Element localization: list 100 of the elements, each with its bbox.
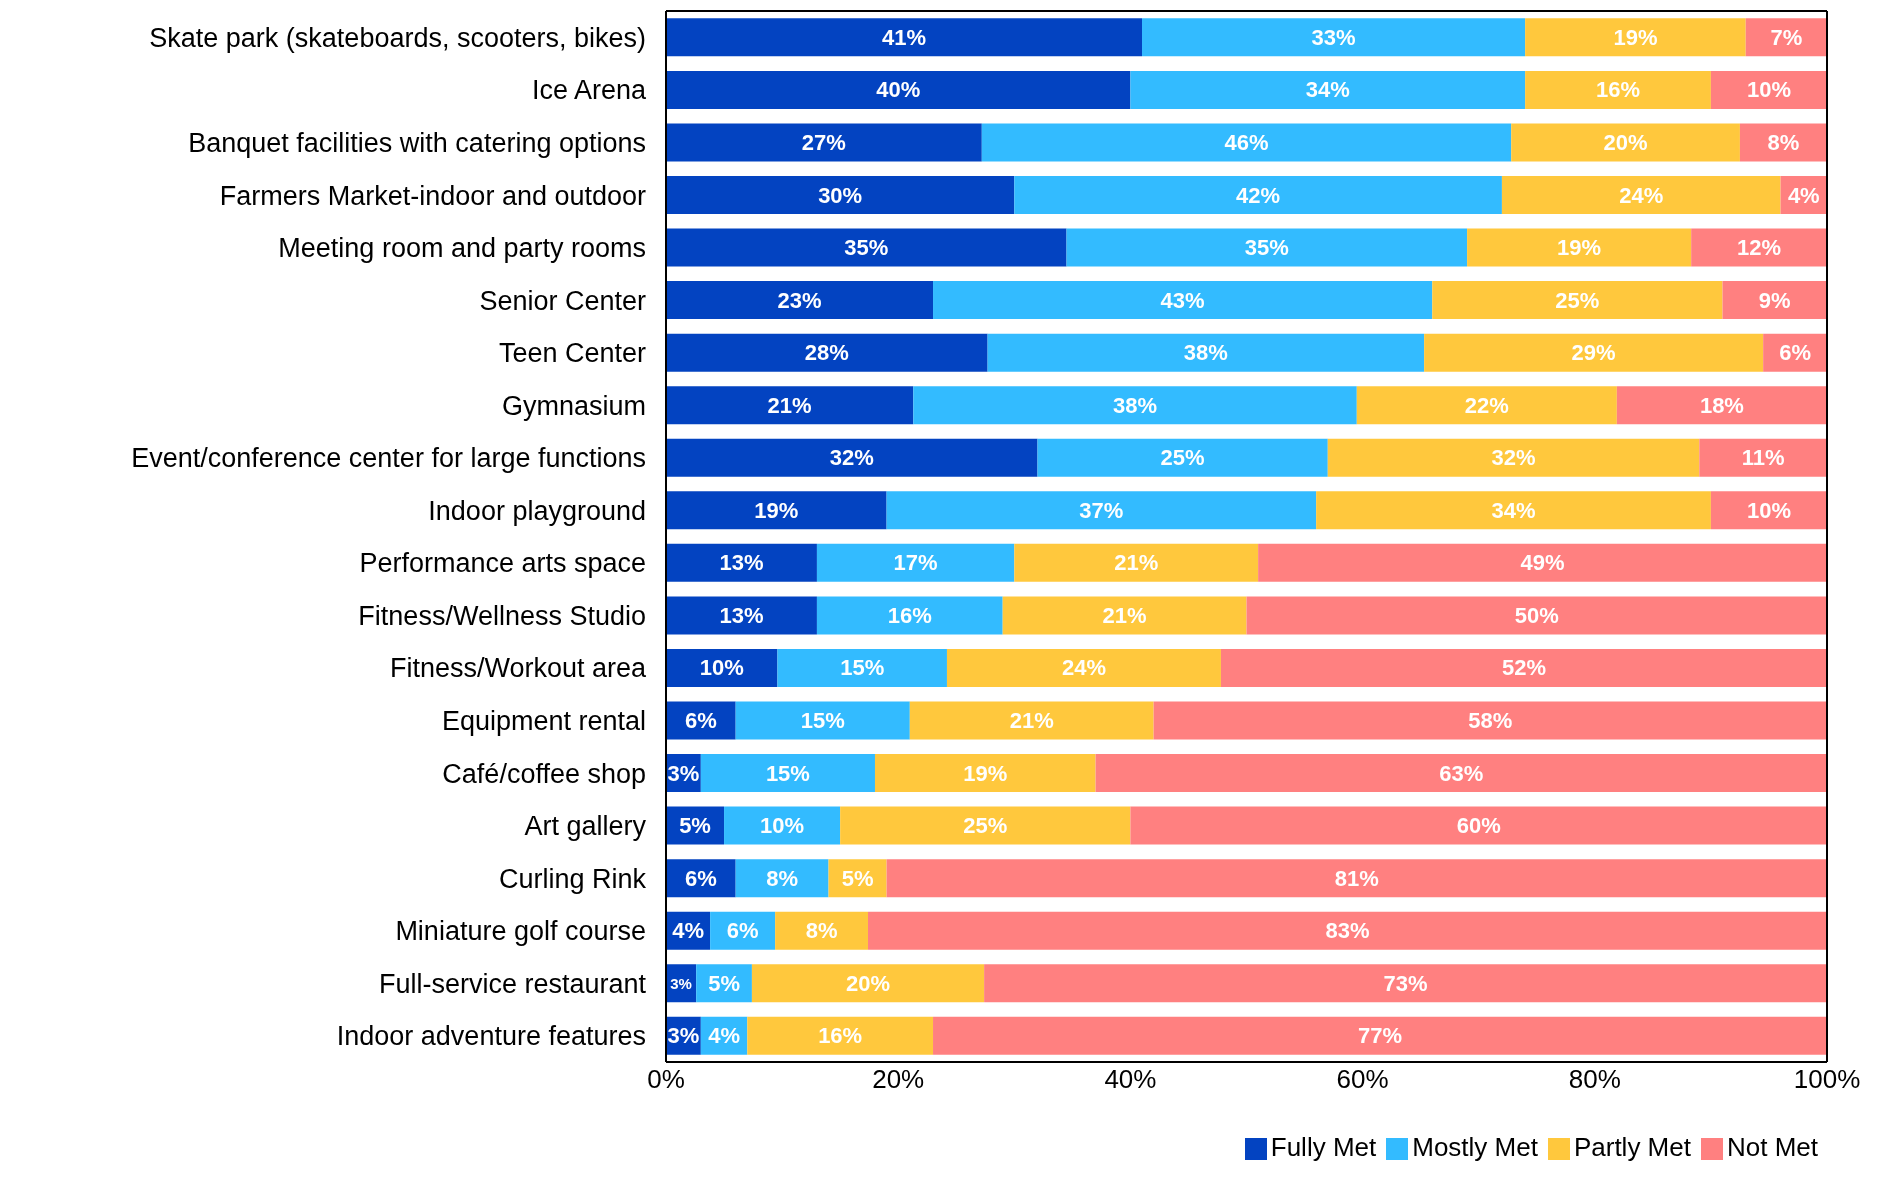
y-tick-label: Art gallery [524,811,647,842]
bar [666,228,1067,267]
data-label: 21% [767,392,812,418]
data-label: 10% [1746,497,1791,523]
bar [886,491,1317,530]
data-label: 18% [1699,392,1744,418]
y-tick-label: Event/conference center for large functions [131,443,646,474]
y-tick-label: Skate park (skateboards, scooters, bikes) [149,22,646,53]
bar [933,1016,1827,1055]
x-tick-label: 60% [1336,1064,1389,1095]
data-label: 73% [1383,970,1428,996]
data-label: 35% [844,235,889,261]
bar [775,911,869,950]
data-label: 11% [1741,445,1785,471]
bar [1722,281,1827,320]
data-label: 21% [1009,708,1054,734]
bar [1691,228,1827,267]
bar [1014,543,1259,582]
bar [751,964,985,1003]
y-tick-label: Performance arts space [359,548,646,579]
data-label: 27% [801,129,846,155]
data-label: 20% [845,970,891,996]
data-label: 35% [1244,235,1289,261]
data-label: 60% [1456,813,1501,839]
bar [666,18,1143,57]
data-label: 6% [684,708,717,734]
bar [1258,543,1827,582]
data-label: 23% [777,287,822,313]
x-tick-label: 40% [1104,1064,1157,1095]
data-label: 16% [1596,77,1641,103]
data-label: 3% [667,1023,700,1049]
bar [666,596,817,635]
data-label: 16% [887,602,932,628]
bar [666,438,1038,477]
data-label: 3% [670,974,692,992]
data-label: 77% [1357,1023,1403,1049]
bar [666,123,982,162]
bar [1142,18,1526,57]
data-label: 20% [1603,129,1648,155]
y-tick-label: Indoor playground [428,495,646,526]
bar [1014,176,1502,215]
bar [1153,701,1827,740]
data-label: 15% [765,760,810,786]
data-label: 13% [719,550,764,576]
data-label: 58% [1468,708,1513,734]
data-label: 37% [1079,497,1124,523]
bar [666,333,988,372]
y-tick-label: Miniature golf course [395,916,646,947]
legend-label: Not Met [1726,1132,1818,1162]
data-label: 50% [1514,602,1559,628]
y-tick-label: Teen Center [498,338,646,369]
data-label: 52% [1501,655,1546,681]
bar [840,806,1131,845]
y-tick-label: Fitness/Workout area [389,653,647,684]
bar [987,333,1425,372]
data-label: 38% [1183,340,1228,366]
data-label: 83% [1325,918,1370,944]
bar [816,543,1015,582]
data-label: 7% [1770,24,1803,50]
data-label: 13% [719,602,764,628]
data-label: 16% [818,1023,863,1049]
y-tick-label: Indoor adventure features [336,1021,646,1052]
bar [666,70,1131,109]
bar [700,754,875,793]
data-label: 5% [708,970,740,996]
data-label: 29% [1571,340,1616,366]
y-tick-label: Meeting room and party rooms [278,233,646,264]
data-label: 32% [1491,445,1536,471]
bar [735,859,829,898]
bar [1002,596,1247,635]
bar [1525,70,1711,109]
data-label: 8% [805,918,838,944]
data-label: 15% [840,655,885,681]
data-label: 32% [829,445,874,471]
data-label: 43% [1160,287,1205,313]
data-label: 4% [1787,182,1820,208]
bar [1710,491,1827,530]
y-tick-label: Gymnasium [501,390,646,421]
y-tick-label: Fitness/Wellness Studio [358,600,646,631]
bar [1511,123,1740,162]
data-label: 40% [876,77,921,103]
bar [666,543,817,582]
bar [1424,333,1764,372]
legend-label: Mostly Met [1412,1132,1538,1162]
data-label: 42% [1236,182,1281,208]
bar [1246,596,1827,635]
bar [1327,438,1700,477]
bar [1525,18,1746,57]
data-label: 10% [699,655,744,681]
data-label: 24% [1619,182,1664,208]
y-tick-label: Equipment rental [441,706,646,737]
y-tick-label: Senior Center [479,285,646,316]
data-label: 6% [684,865,717,891]
data-label: 9% [1758,287,1791,313]
data-label: 81% [1334,865,1379,891]
data-label: 19% [1557,235,1602,261]
data-label: 6% [726,918,759,944]
bar [1710,70,1827,109]
y-tick-label: Full-service restaurant [378,968,647,999]
bar [666,386,914,425]
